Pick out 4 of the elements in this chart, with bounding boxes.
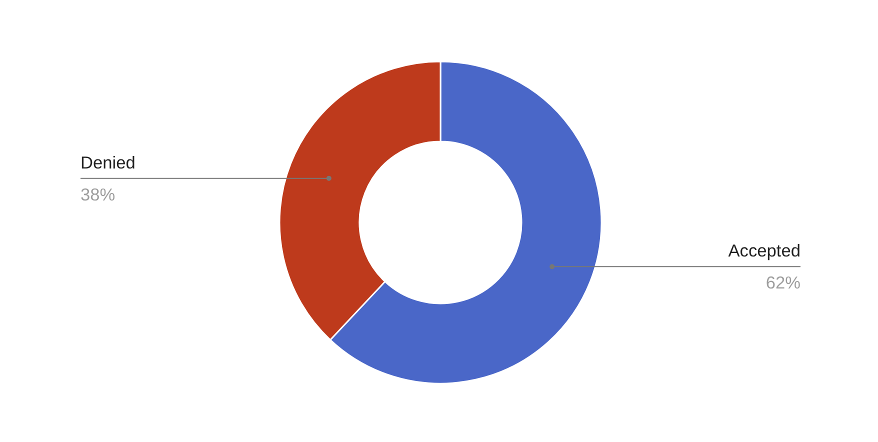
- slice-label: Denied: [80, 152, 136, 172]
- slice-label: Accepted: [728, 240, 800, 261]
- data-label: 38%: [80, 184, 116, 204]
- data-label: 62%: [766, 272, 801, 293]
